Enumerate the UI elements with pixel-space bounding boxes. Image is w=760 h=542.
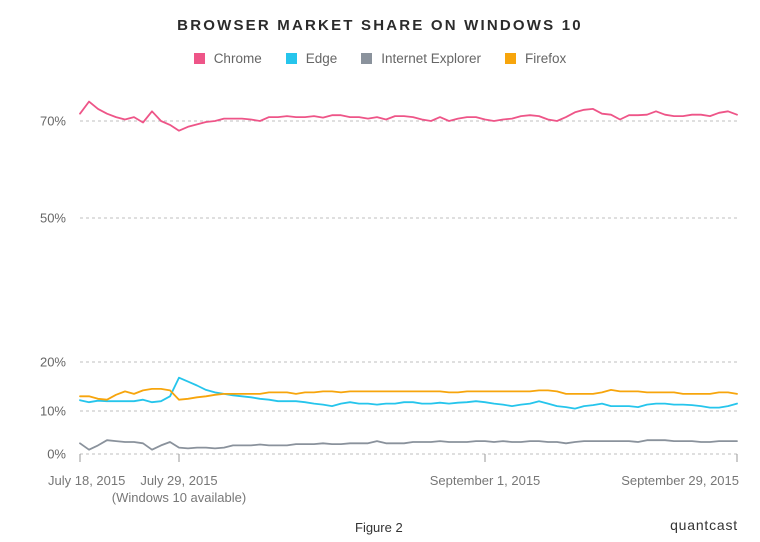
series-line-firefox <box>79 387 738 401</box>
legend-item-internet-explorer: Internet Explorer <box>361 51 481 66</box>
legend-item-firefox: Firefox <box>505 51 566 66</box>
legend-label-chrome: Chrome <box>213 51 262 66</box>
x-tick-label-0: July 18, 2015 <box>48 473 125 488</box>
legend-swatch-firefox <box>505 53 517 64</box>
series-line-internet-explorer <box>79 439 738 451</box>
y-tick-label-0: 0% <box>47 447 66 462</box>
series-line-edge <box>79 376 738 410</box>
legend-item-edge: Edge <box>285 51 338 66</box>
series-line-chrome <box>79 100 738 132</box>
legend: Chrome Edge Internet Explorer Firefox <box>0 51 760 66</box>
y-tick-label-20: 20% <box>40 355 66 370</box>
figure-caption: Figure 2 <box>355 520 403 535</box>
legend-swatch-chrome <box>193 53 205 64</box>
y-tick-label-50: 50% <box>40 211 66 226</box>
brand-logo: quantcast <box>670 517 738 533</box>
legend-label-firefox: Firefox <box>525 51 567 66</box>
x-tick-label-2: September 1, 2015 <box>430 473 541 488</box>
y-tick-label-10: 10% <box>40 404 66 419</box>
legend-label-edge: Edge <box>305 51 338 66</box>
chart-title: BROWSER MARKET SHARE ON WINDOWS 10 <box>177 17 583 34</box>
y-tick-label-70: 70% <box>40 114 66 129</box>
legend-swatch-internet-explorer <box>361 53 373 64</box>
legend-item-chrome: Chrome <box>193 51 262 66</box>
legend-label-internet-explorer: Internet Explorer <box>381 51 482 66</box>
x-tick-label-3: September 29, 2015 <box>621 473 739 488</box>
legend-swatch-edge <box>285 53 297 64</box>
x-tick-sublabel-1: (Windows 10 available) <box>112 490 246 505</box>
x-tick-label-1: July 29, 2015 <box>140 473 217 488</box>
